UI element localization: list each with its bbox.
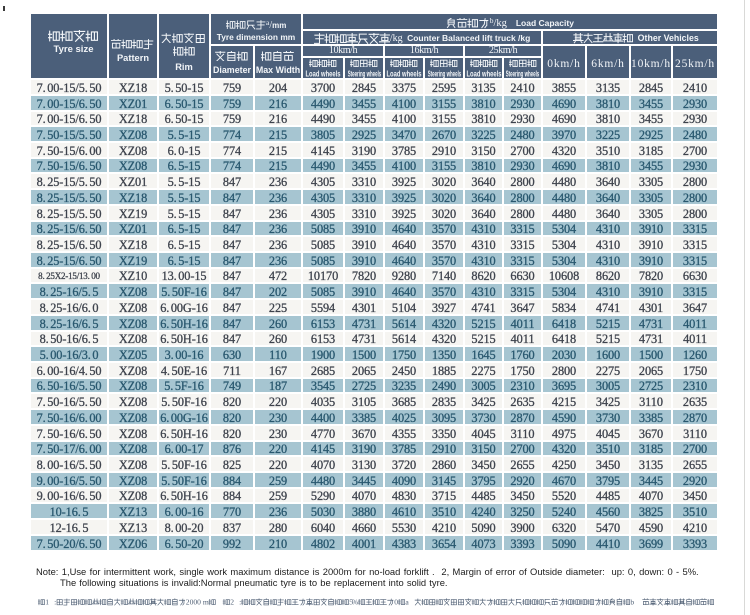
svg-text:5%: 5% [349, 598, 359, 607]
svg-text:Steering wheels: Steering wheels [347, 69, 381, 77]
svg-text:Steering wheels: Steering wheels [506, 69, 540, 77]
svg-text:0: 0 [394, 598, 398, 607]
svg-text:1:: 1: [45, 598, 56, 607]
svg-text:Load wheels: Load wheels [306, 69, 341, 77]
svg-text:Steering wheels: Steering wheels [427, 69, 461, 77]
svg-text:a: a [405, 598, 409, 607]
svg-text:Load wheels: Load wheels [467, 69, 502, 77]
svg-text:b: b [630, 598, 634, 607]
svg-text:2:: 2: [230, 598, 241, 607]
svg-text:2000 m: 2000 m [186, 598, 209, 607]
svg-text:Load wheels: Load wheels [387, 69, 422, 77]
